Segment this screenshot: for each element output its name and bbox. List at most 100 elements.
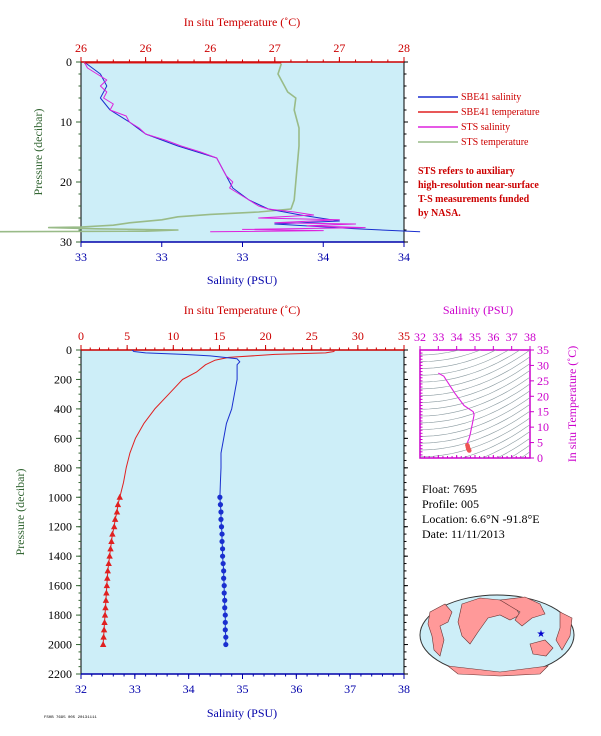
temperature-triangle-marker	[109, 530, 116, 537]
lower-bottom-tick-label: 34	[183, 682, 195, 696]
salinity-circle-marker	[222, 605, 228, 611]
ts-top-tick-label: 32	[414, 330, 426, 344]
temperature-triangle-marker	[103, 589, 110, 596]
map-land-antarctica	[446, 665, 549, 677]
location: Location: 6.6°N -91.8°E	[422, 512, 540, 526]
upper-bottom-tick-label: 34	[317, 250, 329, 264]
temperature-triangle-marker	[99, 641, 107, 648]
salinity-circle-marker	[221, 590, 227, 596]
upper-series-sts-temperature	[0, 63, 300, 233]
density-isoline	[420, 404, 530, 444]
density-isoline	[481, 431, 530, 458]
legend-label-sbe-temperature: SBE41 temperature	[461, 107, 540, 118]
map-land-americas	[427, 603, 453, 657]
upper-left-tick-label: 20	[60, 175, 72, 189]
density-isoline	[420, 376, 530, 417]
ts-top-tick-label: 35	[469, 330, 481, 344]
lower-series-temperature-line	[119, 349, 336, 498]
lower-top-tick-label: 15	[213, 329, 225, 343]
temperature-triangle-marker	[101, 618, 108, 625]
temperature-triangle-marker	[111, 523, 118, 530]
lower-top-tick-label: 35	[398, 329, 410, 343]
temperature-triangle-marker	[114, 501, 122, 508]
upper-top-tick-label: 26	[140, 41, 152, 55]
upper-left-tick-label: 30	[60, 235, 72, 249]
density-isoline	[496, 438, 530, 458]
upper-top-tick-label: 27	[333, 41, 345, 55]
temperature-triangle-marker	[107, 545, 114, 552]
ts-right-tick-label: 0	[537, 451, 543, 465]
density-isoline	[420, 410, 530, 451]
temperature-triangle-marker	[104, 567, 111, 574]
sts-note-line-4: by NASA.	[418, 208, 461, 219]
date: Date: 11/11/2013	[422, 527, 505, 541]
salinity-circle-marker	[219, 546, 226, 552]
density-isoline	[420, 397, 530, 437]
salinity-circle-marker	[221, 583, 227, 589]
temperature-triangle-marker	[104, 574, 111, 581]
lower-left-tick-label: 0	[66, 343, 72, 357]
upper-top-tick-label: 27	[269, 41, 281, 55]
salinity-circle-marker	[218, 524, 225, 530]
salinity-circle-marker	[222, 619, 228, 626]
lower-left-tick-label: 1000	[48, 490, 72, 504]
lower-chart: 0 5 10 15 20 25 30 35 32 33 34 35 36 37 38 0 200 400 600 80…	[13, 303, 410, 720]
lower-top-tick-label: 30	[352, 329, 364, 343]
float-number: Float: 7695	[422, 482, 477, 496]
upper-bottom-axis-title: Salinity (PSU)	[207, 273, 277, 287]
lower-left-tick-label: 200	[54, 372, 72, 386]
lower-bottom-tick-label: 32	[75, 682, 87, 696]
lower-top-tick-label: 20	[260, 329, 272, 343]
salinity-circle-marker	[220, 560, 226, 567]
ts-plot-area	[419, 349, 531, 459]
lower-left-tick-label: 1200	[48, 520, 72, 534]
salinity-circle-marker	[217, 494, 223, 500]
ts-right-tick-label: 5	[537, 436, 543, 450]
legend: SBE41 salinity SBE41 temperature STS sal…	[418, 92, 540, 219]
lower-top-axis-title: In situ Temperature (˚C)	[184, 303, 301, 317]
density-isoline	[420, 350, 497, 369]
salinity-circle-marker	[222, 627, 228, 633]
density-isoline	[420, 356, 530, 396]
salinity-circle-marker	[219, 553, 226, 559]
lower-bottom-tick-label: 37	[344, 682, 356, 696]
lower-series	[99, 349, 336, 648]
temperature-triangle-marker	[113, 508, 121, 515]
density-isoline	[420, 390, 530, 430]
upper-top-axis-title: In situ Temperature (˚C)	[184, 15, 301, 29]
upper-bottom-tick-label: 34	[398, 250, 410, 264]
lower-left-tick-label: 2200	[48, 667, 72, 681]
ts-top-tick-label: 33	[432, 330, 444, 344]
temperature-triangle-marker	[116, 493, 123, 500]
density-isoline	[420, 370, 530, 410]
sts-note-line-2: high-resolution near-surface	[418, 180, 539, 191]
lower-series-salinity-line	[131, 349, 241, 498]
float-location-marker: ★	[537, 629, 546, 640]
lower-top-tick-label: 10	[167, 329, 179, 343]
ts-right-tick-label: 20	[537, 389, 549, 403]
lower-top-tick-label: 5	[124, 329, 130, 343]
upper-top-tick-label: 26	[75, 41, 87, 55]
temperature-triangle-marker	[102, 604, 109, 611]
ts-top-tick-label: 34	[451, 330, 463, 344]
salinity-circle-marker	[222, 597, 228, 603]
temperature-triangle-marker	[111, 515, 119, 522]
density-isoline	[420, 350, 482, 363]
lower-left-tick-label: 1400	[48, 549, 72, 563]
upper-bottom-tick-label: 33	[75, 250, 87, 264]
legend-label-sts-salinity: STS salinity	[461, 122, 510, 133]
map-land-asia	[499, 596, 546, 627]
salinity-circle-marker	[217, 502, 224, 508]
upper-left-tick-label: 0	[66, 55, 72, 69]
float-info: Float: 7695 Profile: 005 Location: 6.6°N…	[422, 482, 540, 541]
upper-chart: 26 26 26 27 27 28 33 33 33 34 34 0 10 20 30 In situ Te…	[0, 15, 421, 287]
ts-right-tick-label: 30	[537, 358, 549, 372]
sts-note-line-3: T-S measurements funded	[418, 194, 530, 205]
upper-top-tick-label: 26	[204, 41, 216, 55]
sts-note-line-1: STS refers to auxiliary	[418, 166, 515, 177]
upper-bottom-tick-label: 33	[237, 250, 249, 264]
temperature-triangle-marker	[101, 611, 109, 618]
